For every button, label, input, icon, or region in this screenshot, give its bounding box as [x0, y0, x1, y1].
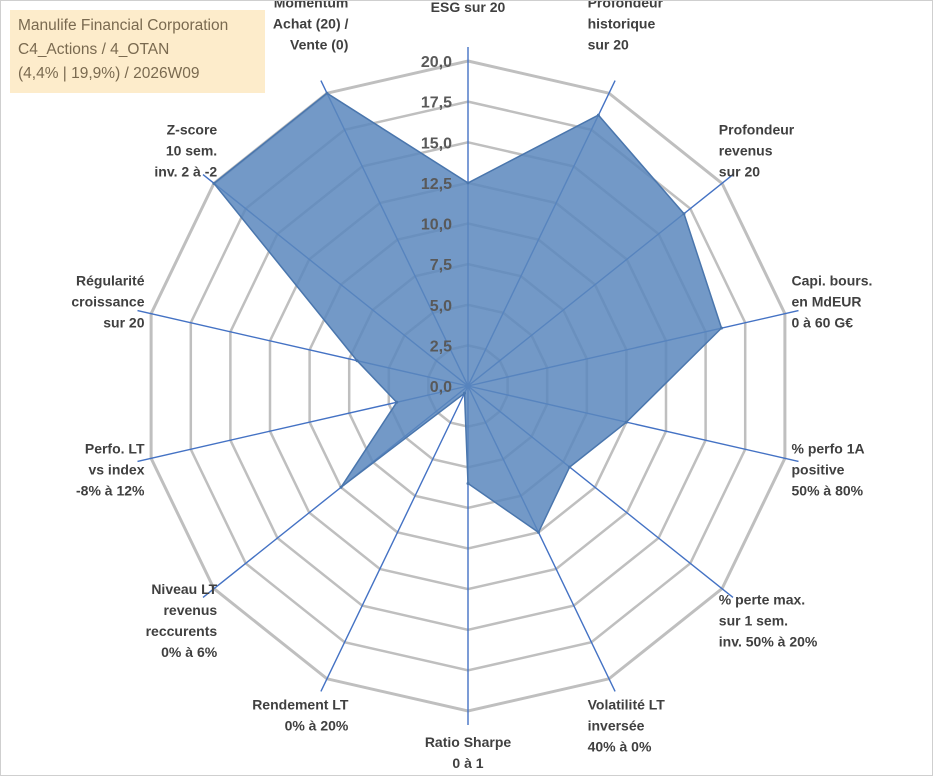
- tick-label: 5,0: [430, 298, 452, 315]
- data-point: [466, 181, 470, 185]
- data-point: [682, 212, 686, 216]
- company-name: Manulife Financial Corporation: [18, 17, 229, 34]
- data-point: [568, 465, 572, 469]
- data-point: [537, 530, 540, 534]
- axis-label: Capi. bours. en MdEUR 0 à 60 G€: [792, 273, 873, 331]
- info-box: Manulife Financial Corporation C4_Action…: [10, 10, 265, 93]
- data-point: [466, 482, 470, 485]
- tick-label: 7,5: [430, 257, 452, 274]
- tick-label: 17,5: [421, 95, 452, 112]
- data-point: [325, 91, 329, 95]
- axis-label: Profondeur historique sur 20: [588, 1, 664, 52]
- axis-label: Volatilité LT inversée 40% à 0%: [588, 697, 666, 755]
- tick-label: 20,0: [421, 54, 452, 71]
- data-point: [355, 359, 359, 363]
- axis-label: Niveau LT revenus reccurents 0% à 6%: [146, 581, 218, 660]
- axis-label: Régularité croissance sur 20: [71, 273, 144, 331]
- data-point: [212, 181, 216, 185]
- axis-label: % perte max. sur 1 sem. inv. 50% à 20%: [719, 592, 818, 650]
- radial-tick-labels: 0,0 2,5 5,0 7,5 10,0 12,5 15,0 17,5 20,0: [421, 54, 452, 396]
- data-point: [624, 420, 628, 424]
- data-point: [596, 113, 600, 117]
- data-point: [463, 391, 466, 395]
- tick-label: 15,0: [421, 135, 452, 152]
- axis-spoke: [320, 385, 469, 692]
- axis-label: % perfo 1A positive 50% à 80%: [792, 440, 865, 498]
- axis-label: Z-score 10 sem. inv. 2 à -2: [154, 121, 217, 179]
- axis-label: Perfo. LT vs index -8% à 12%: [76, 440, 145, 498]
- axis-label: Momentum Achat (20) / Vente (0): [273, 1, 349, 52]
- tick-label: 2,5: [430, 338, 452, 355]
- performance-stats: (4,4% | 19,9%) / 2026W09: [18, 65, 200, 82]
- data-point: [395, 400, 399, 404]
- data-point: [339, 485, 343, 489]
- tick-label: 0,0: [430, 379, 452, 396]
- axis-label: Profondeur revenus sur 20: [719, 121, 795, 179]
- data-point: [720, 326, 723, 330]
- axis-label: Rendement LT 0% à 20%: [252, 697, 349, 734]
- portfolio-label: C4_Actions / 4_OTAN: [18, 41, 170, 58]
- tick-label: 10,0: [421, 217, 452, 234]
- axis-label: NoteESG sur 20: [431, 1, 506, 15]
- tick-label: 12,5: [421, 176, 452, 193]
- radar-series: [212, 91, 723, 534]
- axis-label: Ratio Sharpe 0 à 1: [425, 734, 512, 771]
